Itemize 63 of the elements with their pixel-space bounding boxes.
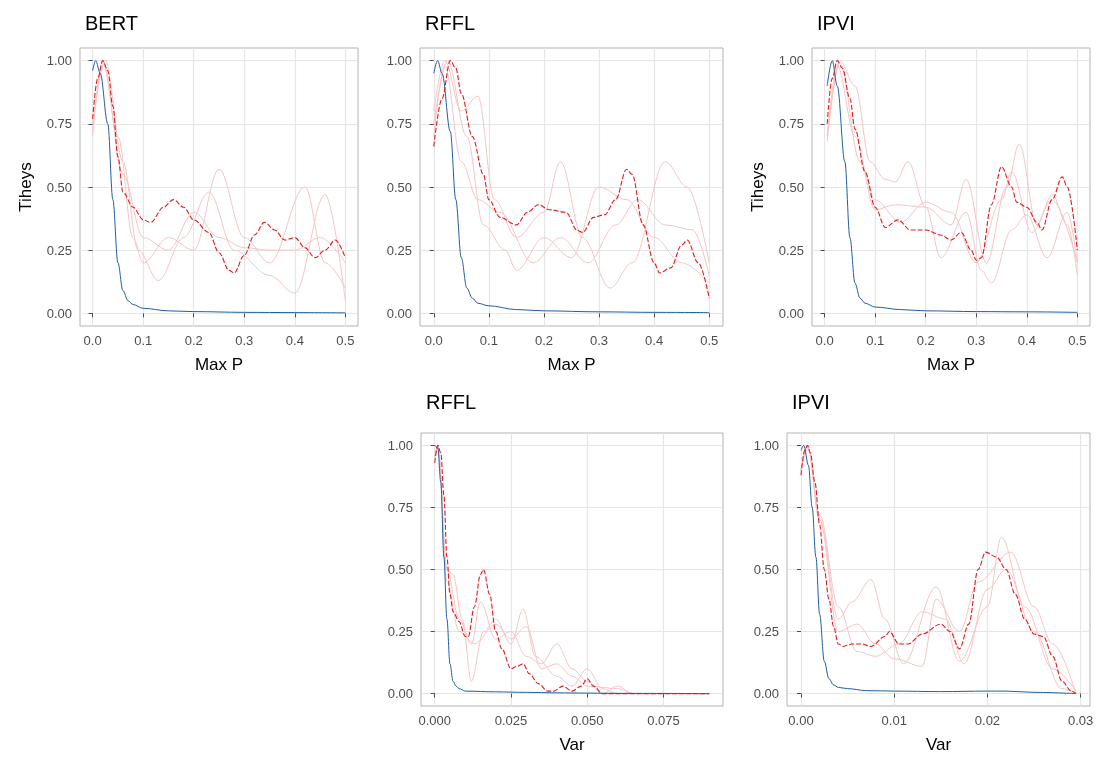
chart-title: IPVI [817, 12, 855, 34]
x-tick-label: 0.0 [424, 333, 443, 348]
x-tick-label: 0.02 [974, 713, 1001, 728]
x-tick-label: 0.1 [134, 333, 153, 348]
y-tick-label: 0.50 [386, 179, 412, 195]
x-tick-label: 0.0 [83, 333, 102, 348]
y-axis-title: Tiheys [748, 162, 767, 212]
x-tick-label: 0.1 [479, 333, 498, 348]
y-tick-label: 0.25 [46, 242, 72, 258]
x-axis-title: Max P [926, 355, 976, 374]
y-tick-label: 1.00 [387, 437, 413, 453]
y-tick-label: 1.00 [778, 53, 804, 69]
x-tick-label: 0.025 [494, 713, 528, 728]
x-tick-label: 0.00 [788, 713, 814, 728]
x-axis-title: Var [925, 735, 952, 754]
y-tick-label: 0.75 [753, 499, 779, 515]
x-axis-title: Max P [194, 355, 244, 374]
y-tick-label: 0.00 [753, 686, 779, 702]
y-tick-label: 0.50 [46, 179, 72, 195]
x-tick-label: 0.2 [534, 333, 553, 348]
y-tick-label: 0.50 [753, 562, 779, 577]
y-tick-label: 0.25 [386, 242, 412, 258]
y-tick-label: 0.50 [778, 179, 804, 195]
y-tick-label: 0.25 [778, 242, 804, 258]
chart-title: IPVI [792, 391, 830, 413]
y-tick-label: 0.75 [386, 116, 412, 132]
x-tick-label: 0.000 [418, 713, 451, 728]
y-tick-label: 0.00 [386, 305, 412, 321]
y-tick-label: 0.50 [387, 562, 413, 577]
y-tick-label: 0.75 [778, 116, 804, 132]
x-tick-label: 0.01 [881, 713, 907, 728]
y-tick-label: 1.00 [753, 437, 779, 453]
y-tick-label: 0.75 [46, 116, 72, 132]
y-tick-label: 0.00 [387, 686, 413, 702]
chart-title: RFFL [426, 391, 476, 413]
x-tick-label: 0.4 [1017, 333, 1036, 348]
x-tick-label: 0.1 [866, 333, 885, 348]
x-axis-title: Max P [547, 355, 596, 374]
x-tick-label: 0.03 [1068, 713, 1094, 728]
chart-title: RFFL [425, 12, 475, 34]
x-tick-label: 0.075 [647, 713, 680, 728]
x-tick-label: 0.4 [645, 333, 664, 348]
x-tick-label: 0.2 [916, 333, 935, 348]
y-tick-label: 0.25 [387, 624, 413, 640]
x-tick-label: 0.5 [336, 333, 355, 348]
x-tick-label: 0.2 [184, 333, 203, 348]
x-tick-label: 0.0 [815, 333, 834, 348]
x-tick-label: 0.3 [235, 333, 254, 348]
y-tick-label: 0.00 [46, 305, 72, 321]
chart-title: BERT [85, 12, 138, 34]
x-tick-label: 0.4 [285, 333, 304, 348]
x-tick-label: 0.050 [570, 713, 604, 728]
y-tick-label: 0.00 [778, 305, 804, 321]
y-axis-title: Tiheys [16, 162, 35, 212]
y-tick-label: 0.75 [387, 499, 413, 515]
y-tick-label: 1.00 [386, 53, 412, 69]
y-tick-label: 0.25 [753, 624, 779, 640]
y-tick-label: 1.00 [46, 53, 72, 69]
x-tick-label: 0.3 [967, 333, 986, 348]
x-tick-label: 0.5 [1068, 333, 1087, 348]
x-tick-label: 0.5 [700, 333, 719, 348]
x-tick-label: 0.3 [590, 333, 609, 348]
x-axis-title: Var [559, 735, 585, 754]
